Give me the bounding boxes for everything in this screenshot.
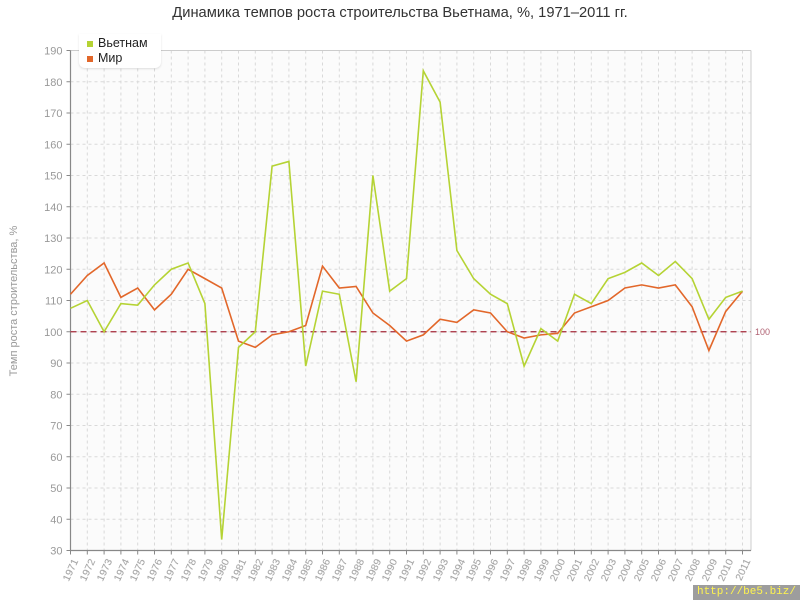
svg-text:110: 110 (45, 296, 63, 308)
svg-text:150: 150 (44, 171, 62, 183)
svg-text:100: 100 (755, 327, 770, 337)
svg-text:120: 120 (44, 264, 62, 276)
svg-text:130: 130 (44, 233, 62, 245)
svg-text:30: 30 (50, 546, 62, 558)
svg-text:60: 60 (50, 452, 62, 464)
svg-text:90: 90 (50, 358, 62, 370)
svg-text:50: 50 (50, 483, 62, 495)
svg-text:80: 80 (50, 389, 62, 401)
svg-text:70: 70 (50, 421, 62, 433)
svg-text:160: 160 (44, 139, 62, 151)
svg-text:190: 190 (44, 46, 62, 58)
svg-text:40: 40 (50, 514, 62, 526)
svg-text:180: 180 (44, 77, 62, 89)
svg-text:100: 100 (44, 327, 62, 339)
svg-text:140: 140 (44, 202, 62, 214)
svg-text:170: 170 (44, 108, 62, 120)
